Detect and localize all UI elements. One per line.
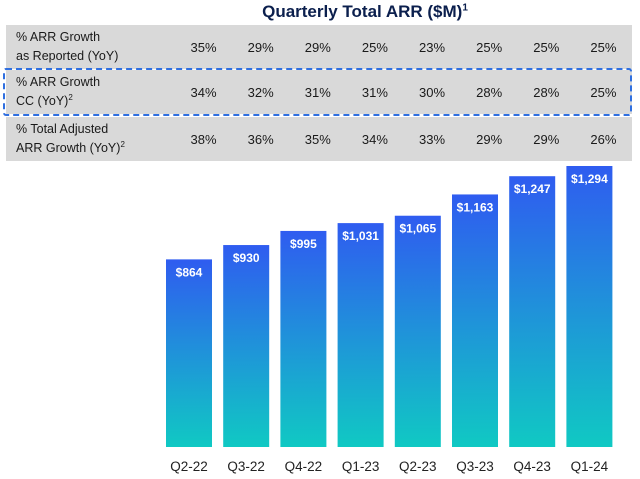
table-cell: 29% [533, 131, 560, 147]
x-tick-label: Q4-23 [513, 459, 551, 474]
row-label-footnote: 2 [120, 139, 125, 149]
row-label-line2: ARR Growth (YoY)2 [16, 137, 175, 156]
row-label-line1: % ARR Growth [16, 29, 101, 44]
row-label-line2: as Reported (YoY) [16, 45, 175, 64]
row-label: % ARR Growth as Reported (YoY) [6, 30, 175, 64]
row-label-line2-text: ARR Growth (YoY) [16, 141, 121, 156]
table-cell: 25% [476, 39, 503, 55]
arr-bar-chart: $864 $930 $995 $1,031 $1,065 $1,163 $1,247 $1,2… [166, 166, 613, 474]
chart-title: Quarterly Total ARR ($M)1 [0, 2, 640, 22]
table-cell: 31% [361, 84, 388, 100]
table-cell: 38% [190, 131, 217, 147]
table-cell: 25% [590, 84, 617, 100]
table-cell: 29% [304, 39, 331, 55]
bar-Q3-22 [223, 245, 270, 447]
bar-value-label: $1,247 [514, 182, 551, 196]
bar-Q3-23 [452, 194, 498, 447]
row-label-line1: % Total Adjusted [16, 121, 109, 136]
table-cell: 30% [419, 84, 446, 100]
bar-value-label: $1,031 [342, 229, 379, 243]
table-row-arr-growth-cc: % ARR Growth CC (YoY)2 34% 32% 31% 31% 3… [6, 70, 632, 114]
x-axis-ticks: Q2-22 Q3-22 Q4-22 Q1-23 Q2-23 Q3-23 Q4-23 Q1-24 [170, 459, 608, 474]
chart-title-footnote: 1 [462, 2, 468, 14]
bar-value-label: $1,065 [399, 222, 436, 236]
table-cell: 35% [190, 39, 217, 55]
x-tick-label: Q3-23 [456, 459, 494, 474]
table-cell: 34% [361, 131, 388, 147]
table-cell: 32% [247, 84, 274, 100]
x-tick-label: Q2-22 [170, 459, 208, 474]
table-cell: 25% [533, 39, 560, 55]
x-tick-label: Q1-24 [571, 459, 609, 474]
table-cell: 31% [304, 84, 331, 100]
bar-Q4-23 [509, 176, 556, 447]
table-cell: 28% [533, 84, 560, 100]
bar-Q2-22 [166, 259, 212, 447]
table-cell: 25% [361, 39, 388, 55]
table-cell: 28% [476, 84, 503, 100]
row-label: % ARR Growth CC (YoY)2 [6, 75, 175, 109]
bar-value-label: $995 [290, 237, 317, 251]
table-cell: 36% [247, 131, 274, 147]
x-tick-label: Q4-22 [285, 459, 323, 474]
chart-title-text: Quarterly Total ARR ($M) [262, 2, 463, 21]
bar-Q1-23 [337, 223, 384, 447]
table-cell: 26% [590, 131, 617, 147]
bars-group: $864 $930 $995 $1,031 $1,065 $1,163 $1,247 $1,2… [166, 166, 613, 447]
row-label-footnote: 2 [68, 92, 73, 102]
x-tick-label: Q1-23 [342, 459, 380, 474]
row-label-line1: % ARR Growth [16, 74, 101, 89]
table-row-total-adjusted-arr-growth: % Total Adjusted ARR Growth (YoY)2 38% 3… [6, 117, 632, 161]
table-cell: 34% [190, 84, 217, 100]
x-tick-label: Q3-22 [227, 459, 265, 474]
bar-value-label: $1,294 [571, 172, 608, 186]
bar-value-label: $864 [176, 265, 203, 279]
row-label-line2-text: CC (YoY) [16, 94, 69, 109]
highlight-dashed-box [3, 68, 632, 116]
row-label: % Total Adjusted ARR Growth (YoY)2 [6, 122, 175, 156]
bar-value-label: $930 [233, 251, 260, 265]
bar-Q2-23 [394, 215, 441, 447]
bar-Q4-22 [280, 230, 327, 447]
bar-value-label: $1,163 [457, 200, 494, 214]
table-cell: 35% [304, 131, 331, 147]
row-label-line2: CC (YoY)2 [16, 90, 175, 109]
table-cell: 29% [247, 39, 274, 55]
table-cell: 25% [590, 39, 617, 55]
row-label-line2-text: as Reported (YoY) [16, 49, 119, 64]
table-cell: 23% [419, 39, 446, 55]
table-cell: 29% [476, 131, 503, 147]
table-row-arr-growth-reported: % ARR Growth as Reported (YoY) 35% 29% 2… [6, 25, 632, 69]
x-tick-label: Q2-23 [399, 459, 437, 474]
table-cell: 33% [419, 131, 446, 147]
bar-Q1-24 [566, 166, 613, 447]
